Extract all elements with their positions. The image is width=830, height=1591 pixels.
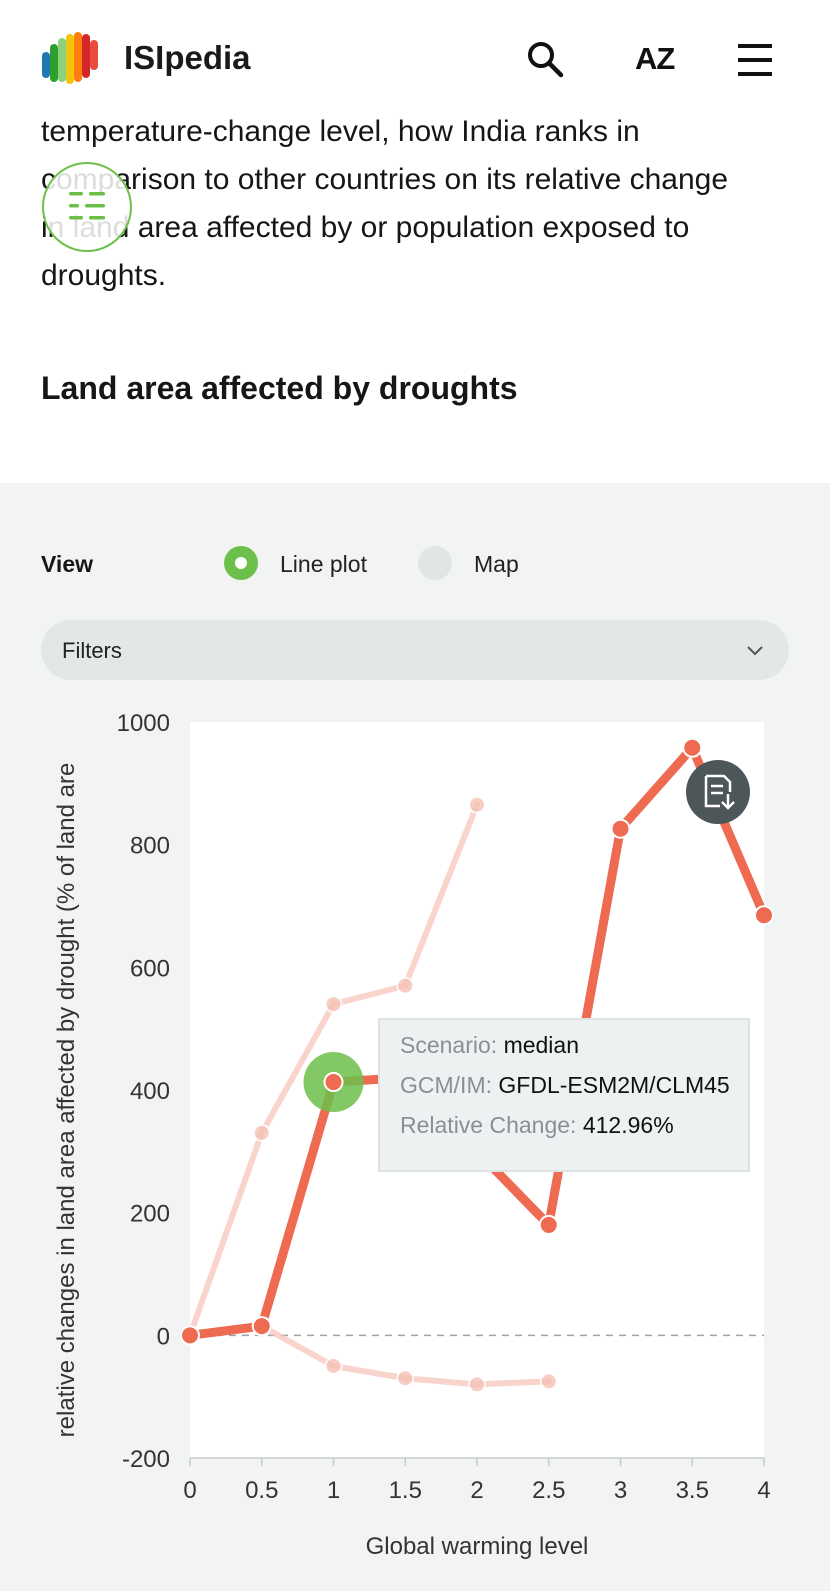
tooltip-value: median <box>503 1032 579 1058</box>
x-tick-label: 2 <box>470 1477 483 1504</box>
x-tick-label: 3 <box>614 1477 627 1504</box>
intro-line: droughts. <box>41 259 167 292</box>
tooltip-value: GFDL-ESM2M/CLM45 <box>498 1072 730 1098</box>
menu-icon[interactable] <box>736 40 776 80</box>
y-tick-label: -200 <box>122 1446 170 1473</box>
tooltip-key: GCM/IM: <box>400 1072 492 1098</box>
download-document-icon <box>704 774 735 810</box>
data-point <box>754 905 774 926</box>
y-axis-label: relative changes in land area affected b… <box>53 763 80 1438</box>
x-tick-label: 4 <box>757 1477 770 1504</box>
data-point <box>324 995 343 1014</box>
data-point <box>538 1214 559 1235</box>
y-tick-label: 800 <box>130 833 170 860</box>
tooltip-key: Scenario: <box>400 1032 498 1058</box>
intro-paragraph: temperature-change level, how India rank… <box>41 108 801 300</box>
x-tick-label: 0.5 <box>245 1477 278 1504</box>
tooltip-scenario: Scenario: median <box>400 1032 579 1059</box>
map-radio[interactable] <box>418 546 452 580</box>
intro-line: temperature-change level, how India rank… <box>41 115 640 148</box>
x-tick-label: 2.5 <box>532 1477 565 1504</box>
search-icon[interactable] <box>526 40 566 80</box>
tooltip-change: Relative Change: 412.96% <box>400 1112 674 1139</box>
data-point <box>251 1316 272 1337</box>
tooltip-value: 412.96% <box>582 1112 674 1138</box>
data-point <box>682 737 703 758</box>
data-point <box>324 1357 343 1375</box>
data-point <box>610 818 631 839</box>
view-label: View <box>41 551 93 577</box>
intro-line: comparison to other countries on its rel… <box>41 163 729 196</box>
filters-dropdown[interactable]: Filters <box>41 620 789 680</box>
x-axis-label: Global warming level <box>366 1533 589 1560</box>
top-header: ISIpedia AZ <box>0 0 830 120</box>
download-data-button[interactable] <box>686 760 750 824</box>
x-tick-label: 1 <box>327 1477 340 1504</box>
y-tick-label: 0 <box>157 1323 170 1350</box>
data-point <box>396 1369 415 1388</box>
brand-name[interactable]: ISIpedia <box>124 39 251 76</box>
toc-list-icon <box>69 192 105 220</box>
data-point <box>468 795 486 814</box>
isipedia-logo[interactable] <box>40 28 106 90</box>
data-point <box>468 1375 486 1394</box>
x-tick-label: 3.5 <box>676 1477 709 1504</box>
data-point <box>396 976 415 995</box>
section-title: Land area affected by droughts <box>41 370 518 406</box>
line-plot-label[interactable]: Line plot <box>280 551 367 577</box>
data-point <box>539 1372 558 1391</box>
filters-label: Filters <box>62 638 122 663</box>
map-label[interactable]: Map <box>474 551 519 577</box>
tooltip-gcm: GCM/IM: GFDL-ESM2M/CLM45 <box>400 1072 730 1099</box>
intro-line: in land area affected by or population e… <box>41 211 690 244</box>
x-tick-label: 0 <box>183 1477 196 1504</box>
y-tick-label: 1000 <box>117 710 170 737</box>
hovered-data-point <box>323 1072 344 1093</box>
line-plot-radio[interactable] <box>224 546 258 580</box>
chevron-down-icon <box>747 646 763 656</box>
chart-tooltip: Scenario: median GCM/IM: GFDL-ESM2M/CLM4… <box>378 1018 750 1172</box>
table-of-contents-button[interactable] <box>42 162 132 252</box>
y-tick-label: 400 <box>130 1078 170 1105</box>
data-point <box>252 1123 271 1142</box>
tooltip-key: Relative Change: <box>400 1112 577 1138</box>
az-index-icon[interactable]: AZ <box>635 41 675 76</box>
y-tick-label: 600 <box>130 955 170 982</box>
data-point <box>180 1325 200 1346</box>
y-tick-label: 200 <box>130 1201 170 1228</box>
x-tick-label: 1.5 <box>389 1477 422 1504</box>
